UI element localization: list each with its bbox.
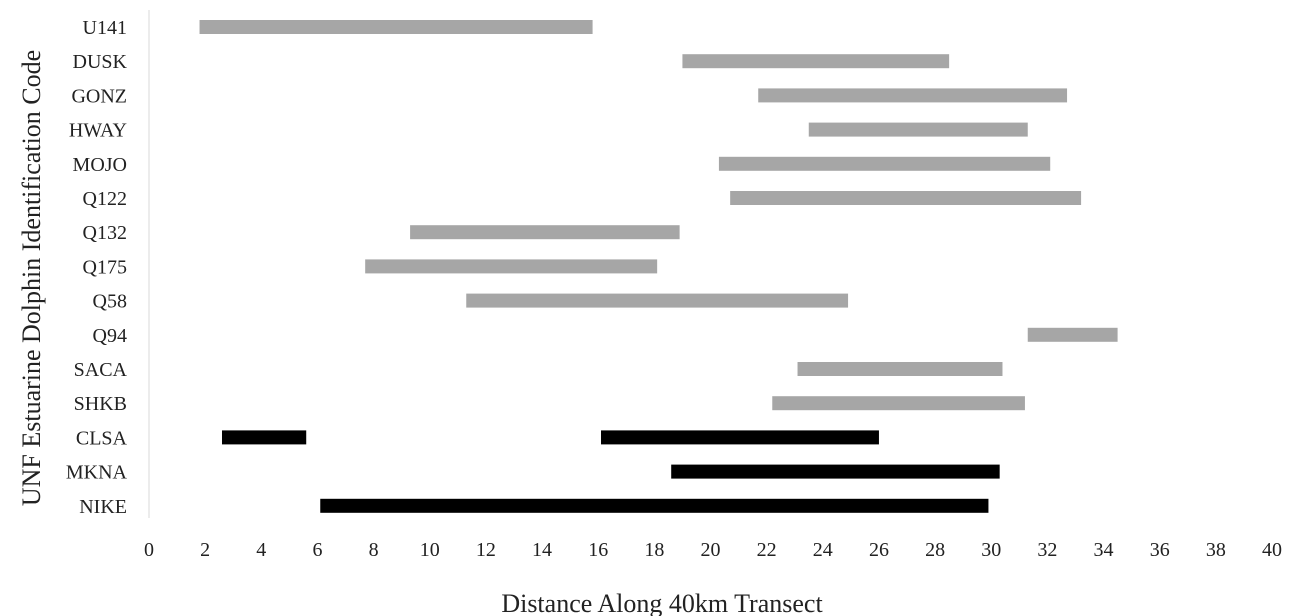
category-label-q175: Q175 bbox=[83, 256, 127, 278]
category-label-nike: NIKE bbox=[79, 496, 127, 518]
category-label-clsa: CLSA bbox=[76, 427, 128, 449]
range-bar-clsa-1 bbox=[221, 430, 307, 445]
x-tick-label-22: 22 bbox=[757, 539, 777, 561]
category-label-dusk: DUSK bbox=[73, 51, 128, 73]
category-label-shkb: SHKB bbox=[74, 393, 127, 415]
category-label-q94: Q94 bbox=[93, 325, 127, 347]
x-tick-label-24: 24 bbox=[813, 539, 833, 561]
x-tick-label-12: 12 bbox=[476, 539, 496, 561]
category-label-u141: U141 bbox=[83, 17, 127, 39]
range-bar-q132 bbox=[410, 225, 680, 240]
x-tick-label-8: 8 bbox=[369, 539, 379, 561]
y-axis-title: UNF Estuarine Dolphin Identification Cod… bbox=[17, 50, 46, 506]
x-tick-label-40: 40 bbox=[1262, 539, 1282, 561]
x-tick-label-26: 26 bbox=[869, 539, 889, 561]
range-bar-mojo bbox=[718, 156, 1051, 171]
range-bar-dusk bbox=[682, 54, 950, 69]
x-tick-labels: 0 2 4 6 8 10 12 14 16 18 20 22 24 26 28 30 32 34 36 38 40 bbox=[144, 539, 1282, 561]
category-label-gonz: GONZ bbox=[71, 85, 127, 107]
x-tick-label-38: 38 bbox=[1206, 539, 1226, 561]
range-bar-u141 bbox=[199, 20, 593, 34]
x-tick-label-10: 10 bbox=[420, 539, 440, 561]
range-bar-q94 bbox=[1027, 327, 1118, 342]
range-bar-shkb bbox=[772, 396, 1025, 411]
x-tick-label-20: 20 bbox=[701, 539, 721, 561]
range-bar-q175 bbox=[365, 259, 658, 274]
x-tick-label-36: 36 bbox=[1150, 539, 1170, 561]
range-bar-clsa-2 bbox=[601, 430, 879, 445]
category-label-mojo: MOJO bbox=[73, 154, 127, 176]
range-bar-mkna bbox=[671, 464, 1000, 479]
range-bar-hway bbox=[808, 122, 1028, 137]
x-tick-label-30: 30 bbox=[981, 539, 1001, 561]
range-bar-nike bbox=[320, 498, 989, 513]
range-bar-q58 bbox=[466, 293, 849, 308]
category-label-saca: SACA bbox=[74, 359, 128, 381]
category-label-hway: HWAY bbox=[69, 120, 127, 142]
x-tick-label-0: 0 bbox=[144, 539, 154, 561]
x-tick-label-16: 16 bbox=[588, 539, 608, 561]
x-axis-title: Distance Along 40km Transect bbox=[501, 589, 823, 616]
x-tick-label-2: 2 bbox=[200, 539, 210, 561]
x-tick-label-6: 6 bbox=[312, 539, 322, 561]
category-label-q122: Q122 bbox=[83, 188, 127, 210]
x-tick-label-28: 28 bbox=[925, 539, 945, 561]
range-bar-gonz bbox=[758, 88, 1068, 103]
x-tick-label-34: 34 bbox=[1094, 539, 1114, 561]
range-bar-saca bbox=[797, 362, 1003, 376]
x-tick-label-14: 14 bbox=[532, 539, 552, 561]
x-tick-label-4: 4 bbox=[256, 539, 266, 561]
category-labels: U141 DUSK GONZ HWAY MOJO Q122 Q132 Q175 Q58 Q94 SA… bbox=[66, 17, 128, 518]
range-bar-q122 bbox=[730, 191, 1082, 205]
x-tick-label-32: 32 bbox=[1037, 539, 1057, 561]
category-label-q58: Q58 bbox=[93, 291, 127, 313]
x-tick-label-18: 18 bbox=[644, 539, 664, 561]
bars-layer bbox=[199, 20, 1118, 513]
category-label-mkna: MKNA bbox=[66, 462, 128, 484]
category-label-q132: Q132 bbox=[83, 222, 127, 244]
